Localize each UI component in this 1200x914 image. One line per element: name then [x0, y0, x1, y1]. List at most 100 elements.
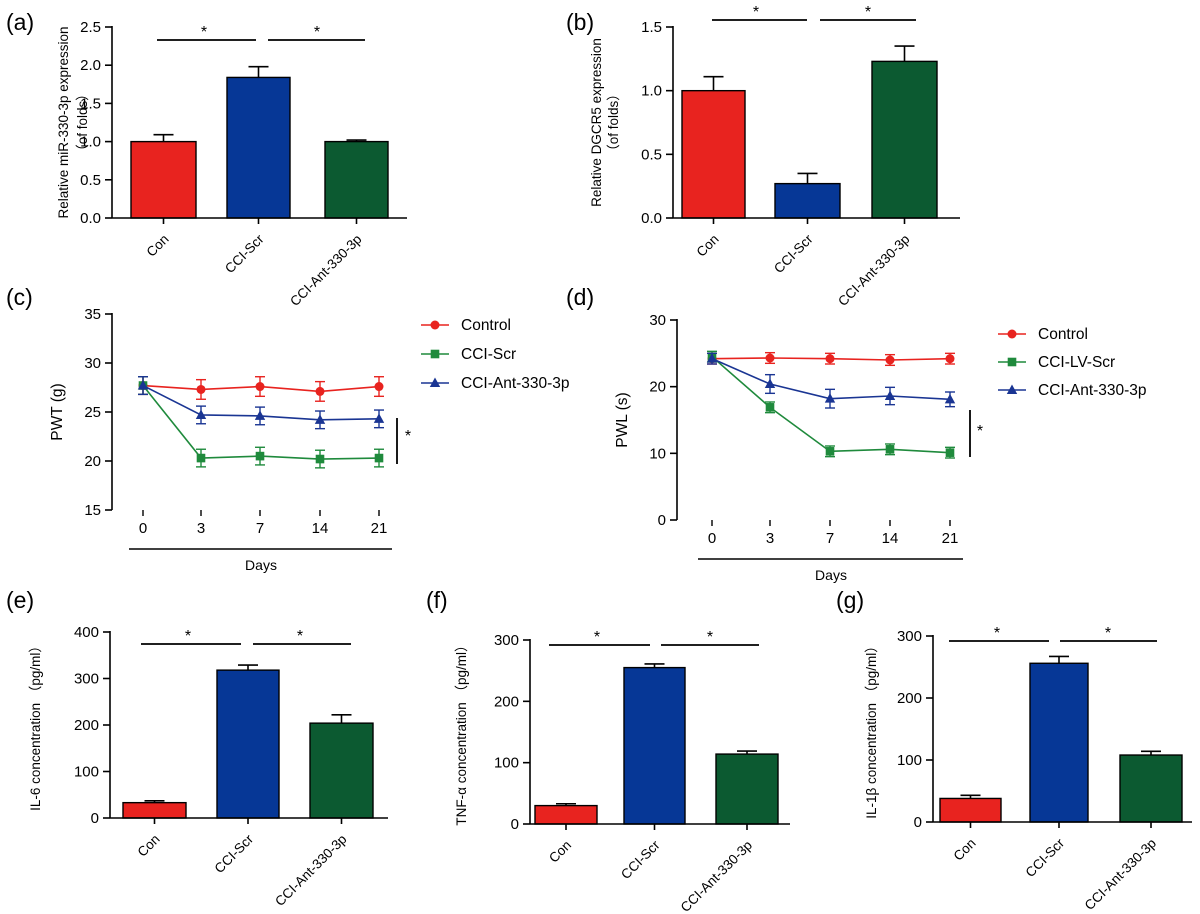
y-tick-label: 1.5: [80, 95, 101, 112]
data-point: [944, 393, 956, 404]
panel-d: (d) PWL (s) 0 10 20 30 0 3 7 14 21 Days Control CCI-L…: [566, 284, 1147, 583]
x-tick-label: CCI-Ant-330-3p: [1082, 836, 1159, 913]
panel-label: (g): [836, 587, 864, 613]
x-tick-label: CCI-Ant-330-3p: [678, 838, 755, 914]
data-point: [137, 380, 149, 390]
data-point: [885, 355, 895, 365]
data-point: [945, 448, 955, 457]
series-cci-ant-330-3p: [706, 352, 956, 409]
legend-entry: CCI-LV-Scr: [1038, 354, 1115, 371]
y-tick-label: 2.5: [80, 19, 101, 36]
panel-label: (b): [566, 9, 594, 35]
y-tick-label: 10: [649, 445, 666, 462]
y-tick-label: 0.5: [80, 172, 101, 189]
x-tick-label: 21: [371, 520, 388, 537]
data-point: [196, 384, 206, 394]
panel-f: (f) TNF-α concentration （pg/ml） 0 100 200 300…: [426, 587, 790, 914]
x-tick-label: 0: [708, 530, 716, 547]
bar-cci-ant-330-3p: [309, 722, 374, 819]
data-point: [945, 354, 955, 364]
y-tick-label: 15: [84, 502, 101, 519]
y-tick-label: 0: [914, 814, 922, 831]
x-tick-label: CCI-Ant-330-3p: [835, 232, 912, 309]
data-point: [884, 390, 896, 400]
x-tick-label: Con: [694, 232, 722, 260]
bar-cci-ant-330-3p: [715, 753, 779, 825]
series-control: [138, 376, 384, 402]
panel-label: (c): [6, 284, 33, 310]
y-tick-label: 100: [74, 764, 99, 781]
y-axis-label: Relative DGCR5 expression: [589, 38, 604, 207]
data-point: [255, 382, 265, 392]
x-tick-label: CCI-Scr: [1023, 835, 1068, 880]
y-tick-label: 0.0: [641, 210, 662, 227]
legend-entry: CCI-Ant-330-3p: [461, 375, 570, 392]
significance-star: *: [1105, 625, 1111, 642]
panel-c: (c) PWT (g) 15 20 25 30 35 0 3 7 14 21 Days Control CC…: [6, 284, 570, 573]
data-point: [374, 382, 384, 392]
y-tick-label: 1.0: [80, 134, 101, 151]
panel-b: (b) Relative DGCR5 expression （of folds） 0.…: [566, 4, 960, 309]
y-tick-label: 0: [658, 512, 666, 529]
data-point: [885, 445, 895, 454]
x-tick-label: CCI-Scr: [222, 231, 267, 276]
y-tick-label: 400: [74, 624, 99, 641]
x-tick-label: Con: [144, 232, 172, 260]
y-tick-label: 1.0: [641, 83, 662, 100]
x-tick-label: Con: [135, 832, 163, 860]
bar-cci-scr: [1029, 662, 1089, 823]
y-tick-label: 30: [84, 355, 101, 372]
x-tick-label: Con: [951, 836, 979, 864]
y-tick-label: 200: [494, 693, 519, 710]
y-axis-label: PWT (g): [49, 383, 66, 440]
data-point: [374, 453, 384, 463]
y-tick-label: 0: [91, 810, 99, 827]
bar-con: [681, 89, 746, 219]
x-tick-label: 21: [942, 530, 959, 547]
x-tick-label: 7: [826, 530, 834, 547]
bar-con: [534, 804, 598, 825]
y-tick-label: 100: [897, 752, 922, 769]
x-tick-label: CCI-Ant-330-3p: [287, 232, 364, 309]
series-cci-ant-330-3p: [137, 376, 385, 430]
data-point: [765, 403, 775, 412]
bar-cci-ant-330-3p: [871, 60, 938, 219]
data-point: [706, 353, 718, 363]
x-axis-label: Days: [815, 567, 847, 583]
legend-marker: [1007, 357, 1017, 367]
bar-cci-scr: [774, 182, 841, 219]
legend-entry: Control: [1038, 326, 1088, 343]
legend-marker: [1007, 329, 1017, 339]
data-point: [195, 409, 207, 419]
series-line: [711, 357, 951, 401]
y-tick-label: 300: [897, 628, 922, 645]
significance-star: *: [185, 628, 191, 645]
y-axis-label: TNF-α concentration （pg/ml）: [454, 638, 469, 825]
x-tick-label: 3: [766, 530, 774, 547]
y-tick-label: 200: [74, 717, 99, 734]
y-tick-label: 0.5: [641, 146, 662, 163]
legend-entry: CCI-Ant-330-3p: [1038, 382, 1147, 399]
x-tick-label: 14: [312, 520, 329, 537]
x-tick-label: 3: [197, 520, 205, 537]
significance-star: *: [201, 24, 207, 41]
x-tick-label: CCI-Ant-330-3p: [272, 832, 349, 909]
data-point: [764, 378, 776, 388]
x-tick-label: CCI-Scr: [212, 831, 257, 876]
y-axis-label-secondary: （of folds）: [606, 87, 621, 158]
significance-star: *: [994, 625, 1000, 642]
y-tick-label: 20: [649, 379, 666, 396]
legend-entry: Control: [461, 317, 511, 334]
y-tick-label: 0.0: [80, 210, 101, 227]
data-point: [315, 386, 325, 396]
significance-star: *: [753, 4, 759, 21]
y-tick-label: 30: [649, 312, 666, 329]
legend: Control CCI-Scr CCI-Ant-330-3p: [421, 317, 570, 392]
panel-label: (a): [6, 9, 34, 35]
x-tick-label: Con: [546, 838, 574, 866]
x-tick-label: CCI-Scr: [771, 231, 816, 276]
bar-con: [130, 140, 197, 219]
y-axis-label: IL-6 concentration （pg/ml）: [28, 639, 43, 811]
panel-label: (f): [426, 587, 448, 613]
significance-star: *: [297, 628, 303, 645]
